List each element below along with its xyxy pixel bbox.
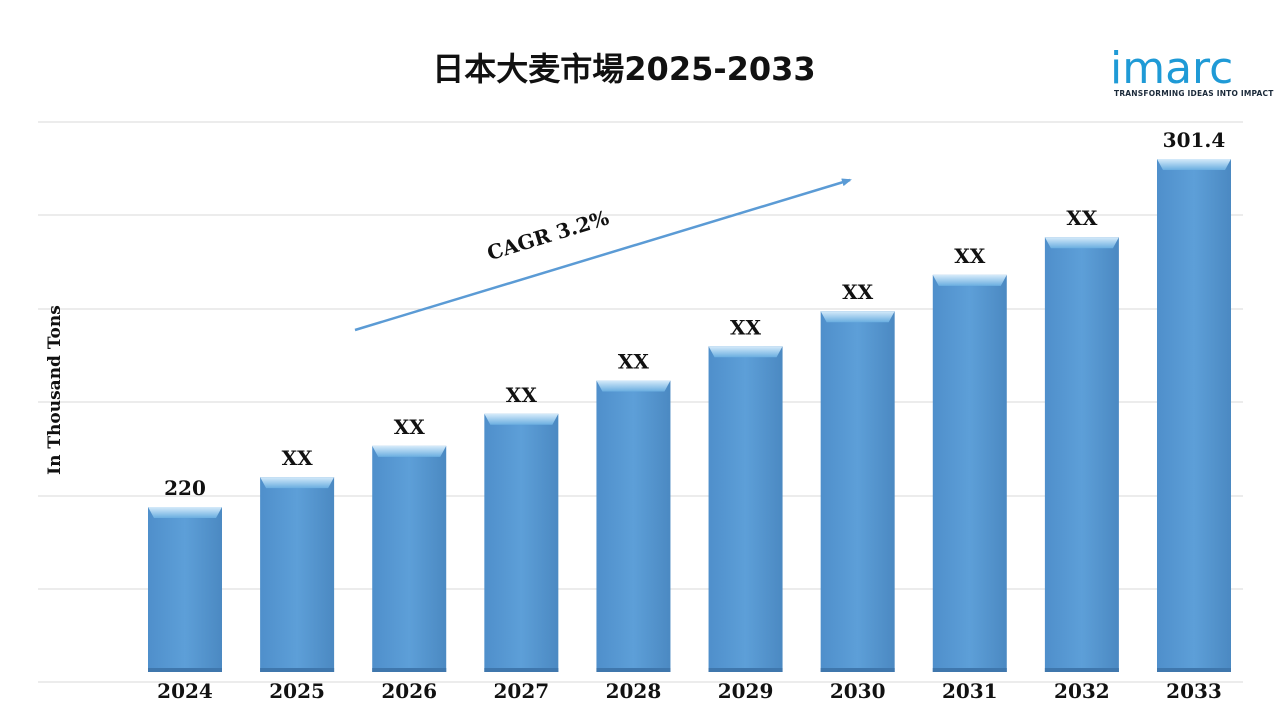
bar [372, 445, 447, 672]
bar-group: XX 2026 [372, 415, 447, 703]
bar-top-bevel [820, 311, 895, 323]
bar [820, 311, 895, 672]
bar-top-bevel [148, 507, 222, 518]
x-tick-label: 2024 [157, 679, 213, 703]
x-tick-label: 2028 [606, 679, 662, 703]
x-tick-label: 2025 [269, 679, 325, 703]
data-label: XX [394, 415, 426, 439]
bar-group: 301.4 2033 [1157, 128, 1231, 703]
x-tick-label: 2032 [1054, 679, 1110, 703]
bar-top-bevel [484, 413, 559, 425]
data-label: 220 [164, 476, 206, 500]
bar [1044, 237, 1119, 672]
bar-group: XX 2029 [708, 315, 783, 703]
imarc-logo: imarc TRANSFORMING IDEAS INTO IMPACT [1110, 43, 1274, 98]
bar-base [820, 668, 895, 672]
data-label: XX [1066, 206, 1098, 230]
cagr-annotation: CAGR 3.2% [354, 178, 852, 332]
bar-group: XX 2028 [596, 349, 671, 703]
bar-top-bevel [260, 477, 335, 489]
cagr-label: CAGR 3.2% [484, 205, 611, 265]
bar-top-bevel [932, 274, 1007, 286]
logo-tagline: TRANSFORMING IDEAS INTO IMPACT [1114, 89, 1274, 98]
data-label: XX [730, 315, 762, 339]
x-tick-label: 2031 [942, 679, 998, 703]
data-label: XX [618, 349, 650, 373]
bar-group: 220 2024 [148, 476, 222, 703]
bar-top-bevel [1157, 159, 1231, 170]
x-tick-label: 2033 [1166, 679, 1222, 703]
bar-top-bevel [1044, 237, 1119, 249]
bar [484, 413, 559, 672]
logo-wordmark: imarc [1110, 43, 1233, 94]
data-label: XX [954, 244, 986, 268]
bar-group: XX 2027 [484, 383, 559, 703]
bar-top-bevel [596, 380, 671, 392]
bar [260, 477, 335, 672]
y-axis-label: In Thousand Tons [45, 305, 65, 475]
bar-base [148, 668, 222, 672]
bar-base [372, 668, 447, 672]
bar [708, 346, 783, 672]
bar-base [1157, 668, 1231, 672]
bar-base [484, 668, 559, 672]
bar [932, 274, 1007, 672]
bar-base [260, 668, 335, 672]
bar-top-bevel [372, 445, 447, 457]
data-label: XX [282, 446, 314, 470]
data-label: XX [842, 280, 874, 304]
bar [1157, 159, 1231, 672]
bar-group: XX 2032 [1044, 206, 1119, 703]
x-tick-label: 2030 [830, 679, 886, 703]
chart-title: 日本大麦市場2025-2033 [432, 50, 815, 88]
bar-group: XX 2025 [260, 446, 335, 703]
bar-group: XX 2031 [932, 244, 1007, 703]
bar-group: XX 2030 [820, 280, 895, 703]
bar-base [932, 668, 1007, 672]
bar-base [1044, 668, 1119, 672]
x-tick-label: 2026 [381, 679, 437, 703]
bar [148, 507, 222, 672]
bar-base [708, 668, 783, 672]
cagr-arrow [354, 178, 852, 332]
data-label: 301.4 [1163, 128, 1226, 152]
bar-top-bevel [708, 346, 783, 358]
data-label: XX [506, 383, 538, 407]
bars: 220 2024 XX 2025 XX 2026 XX 2027 XX 2028 XX 2029 XX 2… [148, 128, 1231, 703]
bar [596, 380, 671, 672]
x-tick-label: 2027 [493, 679, 549, 703]
bar-base [596, 668, 671, 672]
x-tick-label: 2029 [718, 679, 774, 703]
